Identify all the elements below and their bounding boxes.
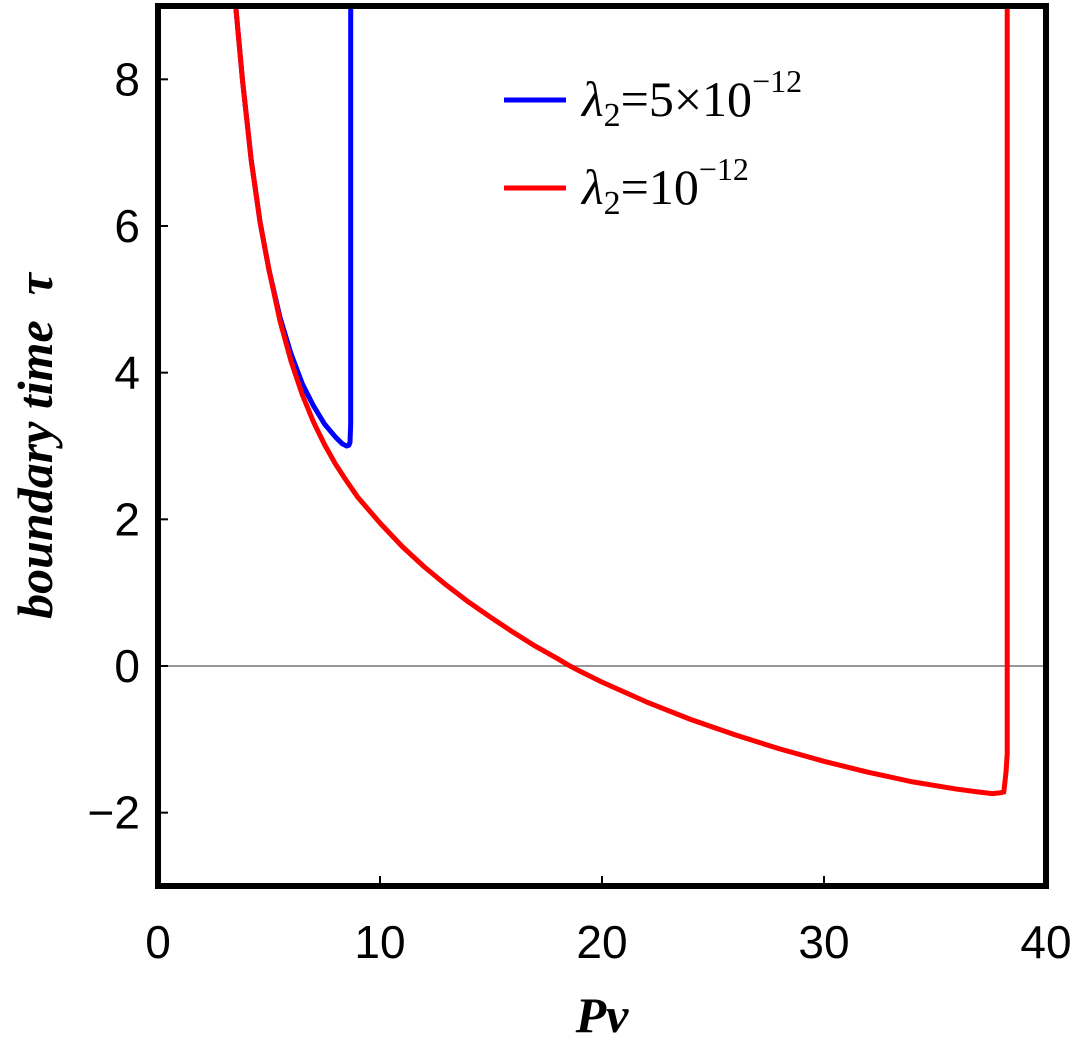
y-tick-label: 4 [114,347,140,399]
x-tick-label: 0 [145,916,171,968]
x-axis-title: Pv [575,987,630,1043]
ticks-layer [157,78,1047,886]
y-tick-label: 0 [114,640,140,692]
plot-frame [155,3,1049,889]
series-layer [233,6,1010,797]
legend-label-0: λ2=5×10−12 [580,63,802,134]
series-line-1 [233,6,1010,797]
x-tick-label: 40 [1020,916,1071,968]
y-tick-label: 6 [114,200,140,252]
y-axis-title: boundary time τ [7,271,63,619]
legend: λ2=5×10−12 λ2=10−12 [504,63,802,222]
x-tick-label: 30 [798,916,849,968]
y-tick-labels: −2 0 2 4 6 8 [88,53,140,838]
y-tick-label: 2 [114,493,140,545]
x-tick-label: 10 [354,916,405,968]
x-tick-labels: 0 10 20 30 40 [145,916,1071,968]
x-tick-label: 20 [576,916,627,968]
legend-label-1: λ2=10−12 [580,151,749,222]
y-tick-label: −2 [88,787,140,839]
series-line-0 [233,6,354,449]
y-tick-label: 8 [114,53,140,105]
